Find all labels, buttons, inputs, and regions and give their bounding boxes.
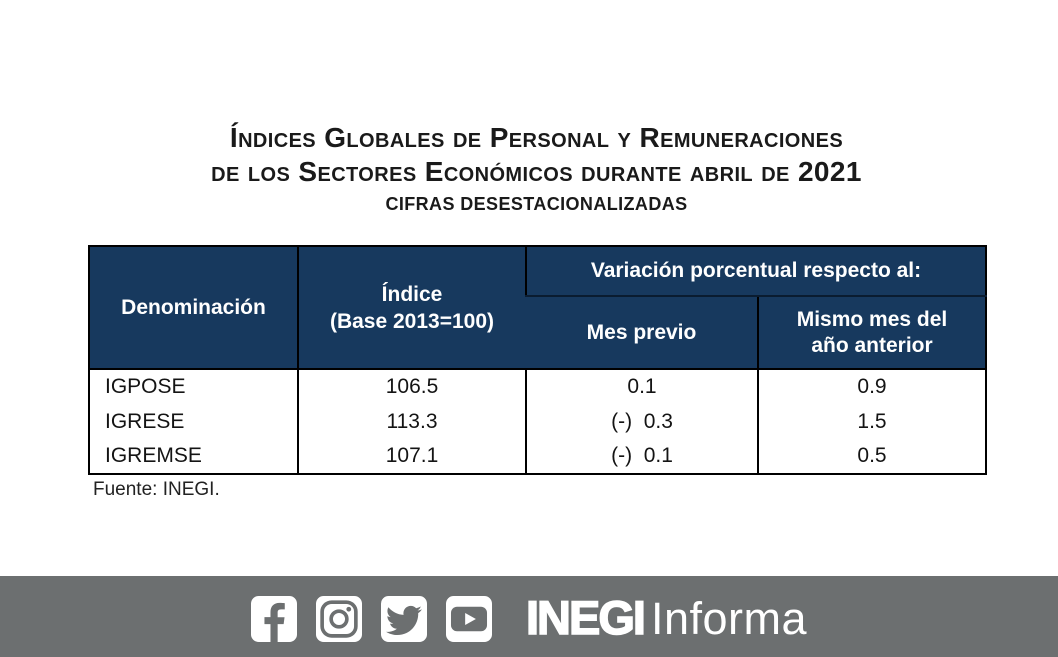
inegi-wordmark: INEGI	[525, 590, 646, 645]
index-value: 106.5	[297, 368, 526, 404]
title-line-1: Índices Globales de Personal y Remunerac…	[229, 122, 844, 153]
col-header-indice-line2: (Base 2013=100)	[329, 309, 495, 333]
table-row-igremse: IGREMSE 107.1 (-) 0.1 0.5	[89, 439, 986, 474]
col-header-denominacion: Denominación	[89, 246, 298, 369]
footer-bar: INEGI Informa	[0, 576, 1058, 657]
index-value: 113.3	[297, 404, 526, 439]
row-label: IGREMSE	[105, 444, 202, 467]
informa-wordmark: Informa	[650, 593, 808, 644]
source-note: Fuente: INEGI.	[93, 479, 220, 500]
indices-table: Denominación Índice (Base 2013=100) Vari…	[88, 245, 987, 475]
row-label: IGPOSE	[89, 368, 298, 404]
prev-month-variation: (-) 0.1	[525, 439, 758, 474]
row-label: IGRESE	[105, 409, 185, 433]
col-header-indice-line1: Índice	[381, 282, 443, 306]
yoy-variation: 1.5	[757, 404, 986, 439]
yoy-variation: 0.9	[757, 368, 986, 404]
prev-month-variation: (-) 0.3	[525, 404, 758, 439]
title-line-3: CIFRAS DESESTACIONALIZADAS	[385, 194, 688, 214]
table-row-igrese: IGRESE 113.3 (-) 0.3 1.5	[89, 404, 986, 439]
inegi-informa-logo: INEGI Informa	[525, 590, 808, 645]
col-header-indice: Índice (Base 2013=100)	[297, 246, 526, 369]
yoy-variation: 0.5	[757, 439, 986, 474]
col-header-mes-previo: Mes previo	[526, 296, 758, 369]
facebook-icon[interactable]	[250, 595, 297, 642]
col-header-variacion: Variación porcentual respecto al:	[525, 246, 986, 297]
social-icons-row	[250, 595, 492, 642]
col-header-mismo-mes: Mismo mes del año anterior	[757, 296, 986, 369]
instagram-icon[interactable]	[315, 595, 362, 642]
prev-month-variation: 0.1	[525, 368, 758, 404]
twitter-icon[interactable]	[380, 595, 427, 642]
table-row-igpose: IGPOSE 106.5 0.1 0.9	[89, 368, 986, 404]
title-block: Índices Globales de Personal y Remunerac…	[88, 121, 985, 219]
index-value: 107.1	[297, 439, 526, 474]
youtube-icon[interactable]	[445, 595, 492, 642]
title-line-2: de los Sectores Económicos durante abril…	[211, 156, 862, 187]
